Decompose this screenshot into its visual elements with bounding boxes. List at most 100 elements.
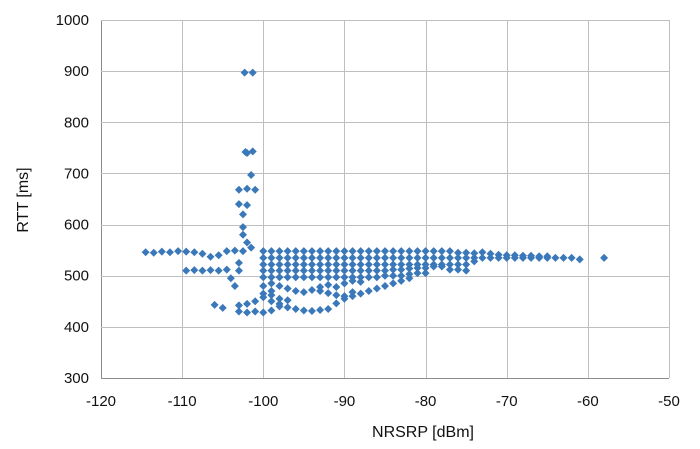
data-point [381, 247, 389, 256]
data-point [307, 247, 316, 256]
data-point [332, 253, 341, 262]
data-point [324, 289, 333, 298]
data-point [454, 248, 463, 257]
y-axis-title: RTT [ms] [15, 167, 32, 232]
data-point [559, 253, 568, 262]
data-point [437, 253, 446, 262]
data-point [291, 266, 300, 275]
data-point [437, 247, 446, 256]
y-tick-label: 400 [64, 319, 89, 336]
data-point [240, 68, 249, 77]
data-point [316, 287, 325, 296]
data-point [267, 273, 276, 282]
data-point [364, 253, 373, 262]
data-point [243, 308, 252, 317]
data-point [226, 274, 235, 283]
data-point [348, 260, 357, 269]
data-point [397, 253, 406, 262]
data-point [239, 223, 247, 232]
data-point [291, 247, 300, 256]
data-point [307, 307, 316, 316]
data-point [535, 252, 544, 261]
data-point [259, 266, 268, 275]
data-point [454, 265, 463, 274]
data-point [575, 255, 584, 264]
data-point [243, 201, 252, 210]
data-point [234, 301, 243, 310]
data-point [259, 281, 268, 290]
data-point [462, 248, 471, 257]
data-point [214, 251, 223, 260]
data-point [462, 266, 471, 275]
data-point [275, 273, 284, 282]
data-point [405, 247, 414, 256]
data-point [340, 260, 349, 269]
data-point [364, 273, 373, 282]
data-point [567, 253, 576, 262]
data-point [429, 253, 438, 262]
data-point [267, 253, 276, 262]
data-point [248, 147, 257, 156]
data-point [518, 251, 527, 260]
data-point [356, 266, 365, 275]
y-tick-label: 500 [64, 268, 89, 285]
data-point [348, 273, 357, 282]
data-point [299, 260, 308, 269]
data-point [214, 266, 223, 275]
data-point [259, 253, 268, 262]
data-point [234, 266, 243, 275]
data-point [421, 269, 430, 278]
data-point [248, 68, 257, 77]
data-point [389, 265, 398, 274]
data-point [421, 253, 430, 262]
data-point [340, 273, 349, 282]
data-point [348, 288, 357, 297]
data-point [275, 294, 284, 303]
data-point [348, 247, 357, 256]
data-point [543, 252, 552, 261]
data-point [470, 249, 479, 258]
data-point [364, 260, 373, 269]
data-point [243, 238, 252, 247]
data-point [234, 185, 243, 194]
data-point [157, 247, 166, 256]
data-point [234, 200, 243, 209]
data-point [198, 249, 207, 258]
tick-labels: -120 -110 -100 -90 -80 -70 -60 -50 300 400 500 600 7… [56, 12, 680, 410]
data-point [389, 279, 398, 288]
data-point [283, 284, 292, 293]
data-point [600, 253, 609, 262]
data-point [332, 247, 341, 256]
data-point [299, 266, 308, 275]
data-point [348, 253, 357, 262]
data-point [332, 260, 341, 269]
data-point [348, 292, 357, 301]
data-point [267, 287, 276, 296]
data-point [372, 284, 381, 293]
data-point [462, 260, 471, 269]
data-point [405, 260, 414, 269]
data-point [372, 260, 381, 269]
x-tick-label: -80 [415, 393, 437, 410]
data-point [324, 253, 333, 262]
data-point [494, 250, 503, 259]
x-tick-label: -70 [496, 393, 518, 410]
data-point [389, 253, 398, 262]
data-point [182, 247, 191, 256]
data-point [405, 274, 414, 283]
data-point [356, 247, 365, 256]
data-point [316, 305, 325, 314]
data-point [283, 273, 292, 282]
data-point [210, 300, 219, 309]
data-point [340, 253, 349, 262]
data-point [307, 260, 316, 269]
data-point [332, 266, 341, 275]
y-tick-label: 1000 [56, 12, 89, 29]
y-tick-label: 700 [64, 165, 89, 182]
data-point [429, 262, 438, 271]
data-point [356, 253, 365, 262]
data-point [445, 260, 454, 269]
data-point [356, 260, 365, 269]
data-point [356, 289, 365, 298]
